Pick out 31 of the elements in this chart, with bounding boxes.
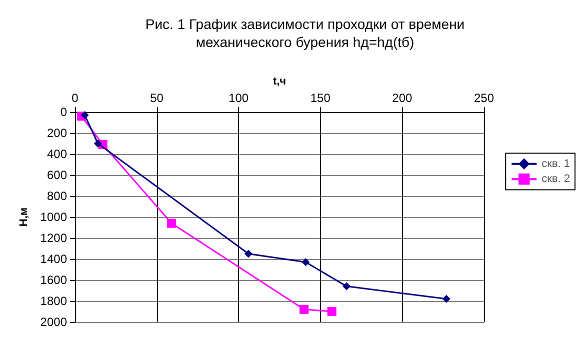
point [327,307,336,316]
y-tick-label: 1600 [40,273,68,287]
y-tick-label: 1200 [40,231,68,245]
chart-title: Рис. 1 График зависимости проходки от времени механического бурения hд=hд(tб) [145,16,465,50]
point [80,111,89,120]
point [94,140,102,148]
point [300,304,309,314]
x-tick-label: 50 [150,91,164,105]
x-axis-title: t,ч [272,76,286,88]
y-tick-label: 0 [60,105,68,119]
legend-label: скв. 1 [542,158,570,170]
y-tick-label: 1000 [40,210,68,224]
y-tick-label: 400 [46,147,68,161]
x-tick-label: 200 [392,91,413,105]
point [244,250,252,258]
y-tick-label: 1400 [40,252,68,266]
y-tick-label: 800 [46,189,68,203]
x-tick-label: 0 [72,91,79,105]
y-tick-label: 2000 [40,315,68,329]
x-tick-label: 250 [474,91,494,105]
y-axis-title: Н,м [18,207,30,227]
legend-label: скв. 2 [542,173,570,186]
y-tick-label: 200 [46,126,68,140]
point [167,218,176,228]
x-tick-label: 100 [228,91,249,105]
point [302,258,310,266]
point [442,294,450,303]
x-tick-label: 150 [310,91,331,105]
y-tick-label: 1800 [40,294,68,308]
y-tick-label: 600 [46,168,68,182]
point [342,282,351,290]
